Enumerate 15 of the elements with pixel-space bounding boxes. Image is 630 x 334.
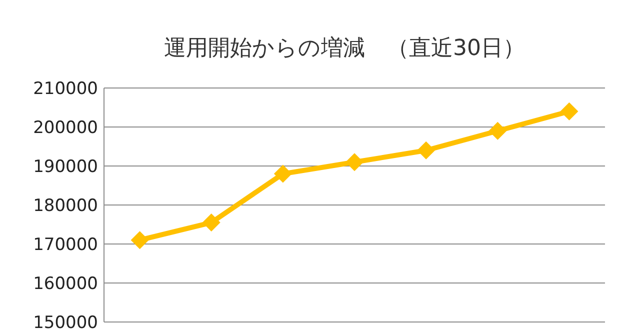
y-tick-label: 180000 — [33, 196, 98, 216]
point — [488, 122, 507, 140]
point — [202, 214, 220, 232]
point — [346, 153, 364, 172]
point — [417, 141, 436, 160]
y-tick-label: 150000 — [33, 313, 98, 333]
y-tick-label: 190000 — [33, 157, 98, 177]
point — [560, 102, 578, 120]
y-tick-label: 170000 — [33, 235, 98, 255]
point — [274, 164, 292, 183]
point — [130, 231, 149, 250]
y-tick-label: 200000 — [33, 118, 98, 138]
chart-title: 運用開始からの増減 （直近30日） — [164, 36, 525, 61]
y-tick-label: 210000 — [33, 79, 98, 99]
y-tick-label: 160000 — [33, 274, 98, 294]
